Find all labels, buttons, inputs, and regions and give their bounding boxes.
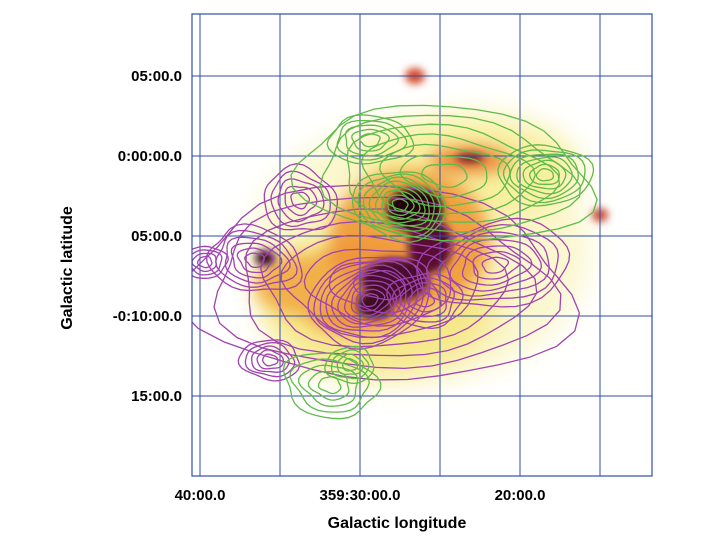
purple-contour-line xyxy=(416,217,571,308)
green-contour-line xyxy=(502,149,586,204)
green-contour-line xyxy=(298,364,359,407)
purple-contour-line xyxy=(196,255,213,269)
green-contour-line xyxy=(535,168,555,182)
purple-contour-line xyxy=(391,277,455,323)
green-contour-line xyxy=(522,159,567,190)
purple-contour-line xyxy=(361,293,379,308)
green-contour-line xyxy=(497,144,595,207)
purple-contour-line xyxy=(386,272,464,330)
purple-contour-line xyxy=(313,258,424,345)
purple-contour-line xyxy=(213,196,562,370)
purple-contour-line xyxy=(481,256,510,274)
purple-contour-line xyxy=(407,287,442,313)
purple-contour-line xyxy=(230,242,283,279)
purple-contour-line xyxy=(415,292,436,308)
green-contour-line xyxy=(391,198,409,212)
purple-contour-line xyxy=(245,208,538,357)
green-contour-line xyxy=(344,124,400,157)
x-axis-label: Galactic longitude xyxy=(328,515,467,532)
green-contour-line xyxy=(509,153,579,200)
green-contour-line xyxy=(421,163,468,189)
y-tick-label: 0:00:00.0 xyxy=(118,148,182,165)
purple-contour-line xyxy=(280,234,479,338)
purple-contour-line xyxy=(192,245,229,279)
purple-contour-line xyxy=(461,245,533,286)
green-contour-line xyxy=(368,180,430,227)
green-contour-line xyxy=(379,143,511,208)
green-contour-line xyxy=(358,133,381,148)
purple-contour-line xyxy=(472,250,522,280)
coordinate-grid xyxy=(192,14,652,476)
y-axis-label: Galactic latitude xyxy=(59,206,76,330)
purple-contour-line xyxy=(192,249,223,276)
y-tick-label: 05:00.0 xyxy=(131,228,182,245)
green-contour-line xyxy=(324,345,375,385)
purple-contour-line xyxy=(330,269,407,328)
purple-contour-line xyxy=(224,236,291,284)
green-contour-line xyxy=(351,128,390,152)
purple-contour-line xyxy=(399,282,447,318)
purple-contour-line xyxy=(307,256,431,350)
purple-contour-line xyxy=(277,178,325,223)
purple-contour-set xyxy=(192,163,581,382)
purple-contour-line xyxy=(236,247,274,274)
y-tick-label: -0:10:00.0 xyxy=(113,308,182,325)
green-contour-line xyxy=(319,114,582,233)
green-contour-line xyxy=(289,358,370,413)
purple-contour-line xyxy=(244,252,266,269)
green-contour-line xyxy=(290,104,598,242)
purple-contour-line xyxy=(290,191,311,210)
purple-contour-line xyxy=(303,248,452,327)
x-tick-label: 359:30:00.0 xyxy=(320,487,401,504)
green-contour-line xyxy=(386,194,415,216)
plot-frame xyxy=(191,13,653,477)
x-tick-label: 20:00.0 xyxy=(495,487,546,504)
green-contour-line xyxy=(336,353,364,375)
green-contour-line xyxy=(351,171,447,243)
purple-contour-line xyxy=(251,345,290,373)
green-contour-line xyxy=(399,154,488,199)
purple-contour-line xyxy=(337,274,402,325)
purple-contour-line xyxy=(350,284,392,317)
green-contour-line xyxy=(362,176,435,232)
purple-contour-line xyxy=(256,349,284,370)
green-contour-line xyxy=(330,349,370,380)
purple-contour-line xyxy=(319,260,419,339)
purple-contour-line xyxy=(237,339,300,382)
y-tick-label: 15:00.0 xyxy=(131,388,182,405)
purple-contour-line xyxy=(244,341,296,378)
purple-contour-line xyxy=(343,280,398,321)
purple-contour-line xyxy=(284,185,318,217)
green-contour-line xyxy=(326,114,415,165)
green-contour-set xyxy=(282,104,598,420)
purple-contour-line xyxy=(263,163,339,231)
green-contour-line xyxy=(341,357,359,372)
purple-contour-line xyxy=(325,264,413,332)
purple-contour-line xyxy=(356,288,386,312)
x-tick-label: 40:00.0 xyxy=(175,487,226,504)
green-contour-line xyxy=(346,123,561,223)
green-contour-line xyxy=(528,163,560,185)
green-contour-line xyxy=(374,185,426,224)
green-contour-line xyxy=(357,173,441,238)
green-contour-line xyxy=(516,156,573,195)
green-contour-line xyxy=(360,133,536,215)
purple-contour-line xyxy=(192,184,581,381)
purple-contour-line xyxy=(425,223,559,301)
y-tick-label: 05:00.0 xyxy=(131,68,182,85)
purple-contour-line xyxy=(449,238,543,292)
purple-contour-line xyxy=(192,252,217,273)
purple-contour-line xyxy=(261,353,279,367)
green-contour-line xyxy=(336,119,408,161)
green-contour-line xyxy=(381,190,421,221)
